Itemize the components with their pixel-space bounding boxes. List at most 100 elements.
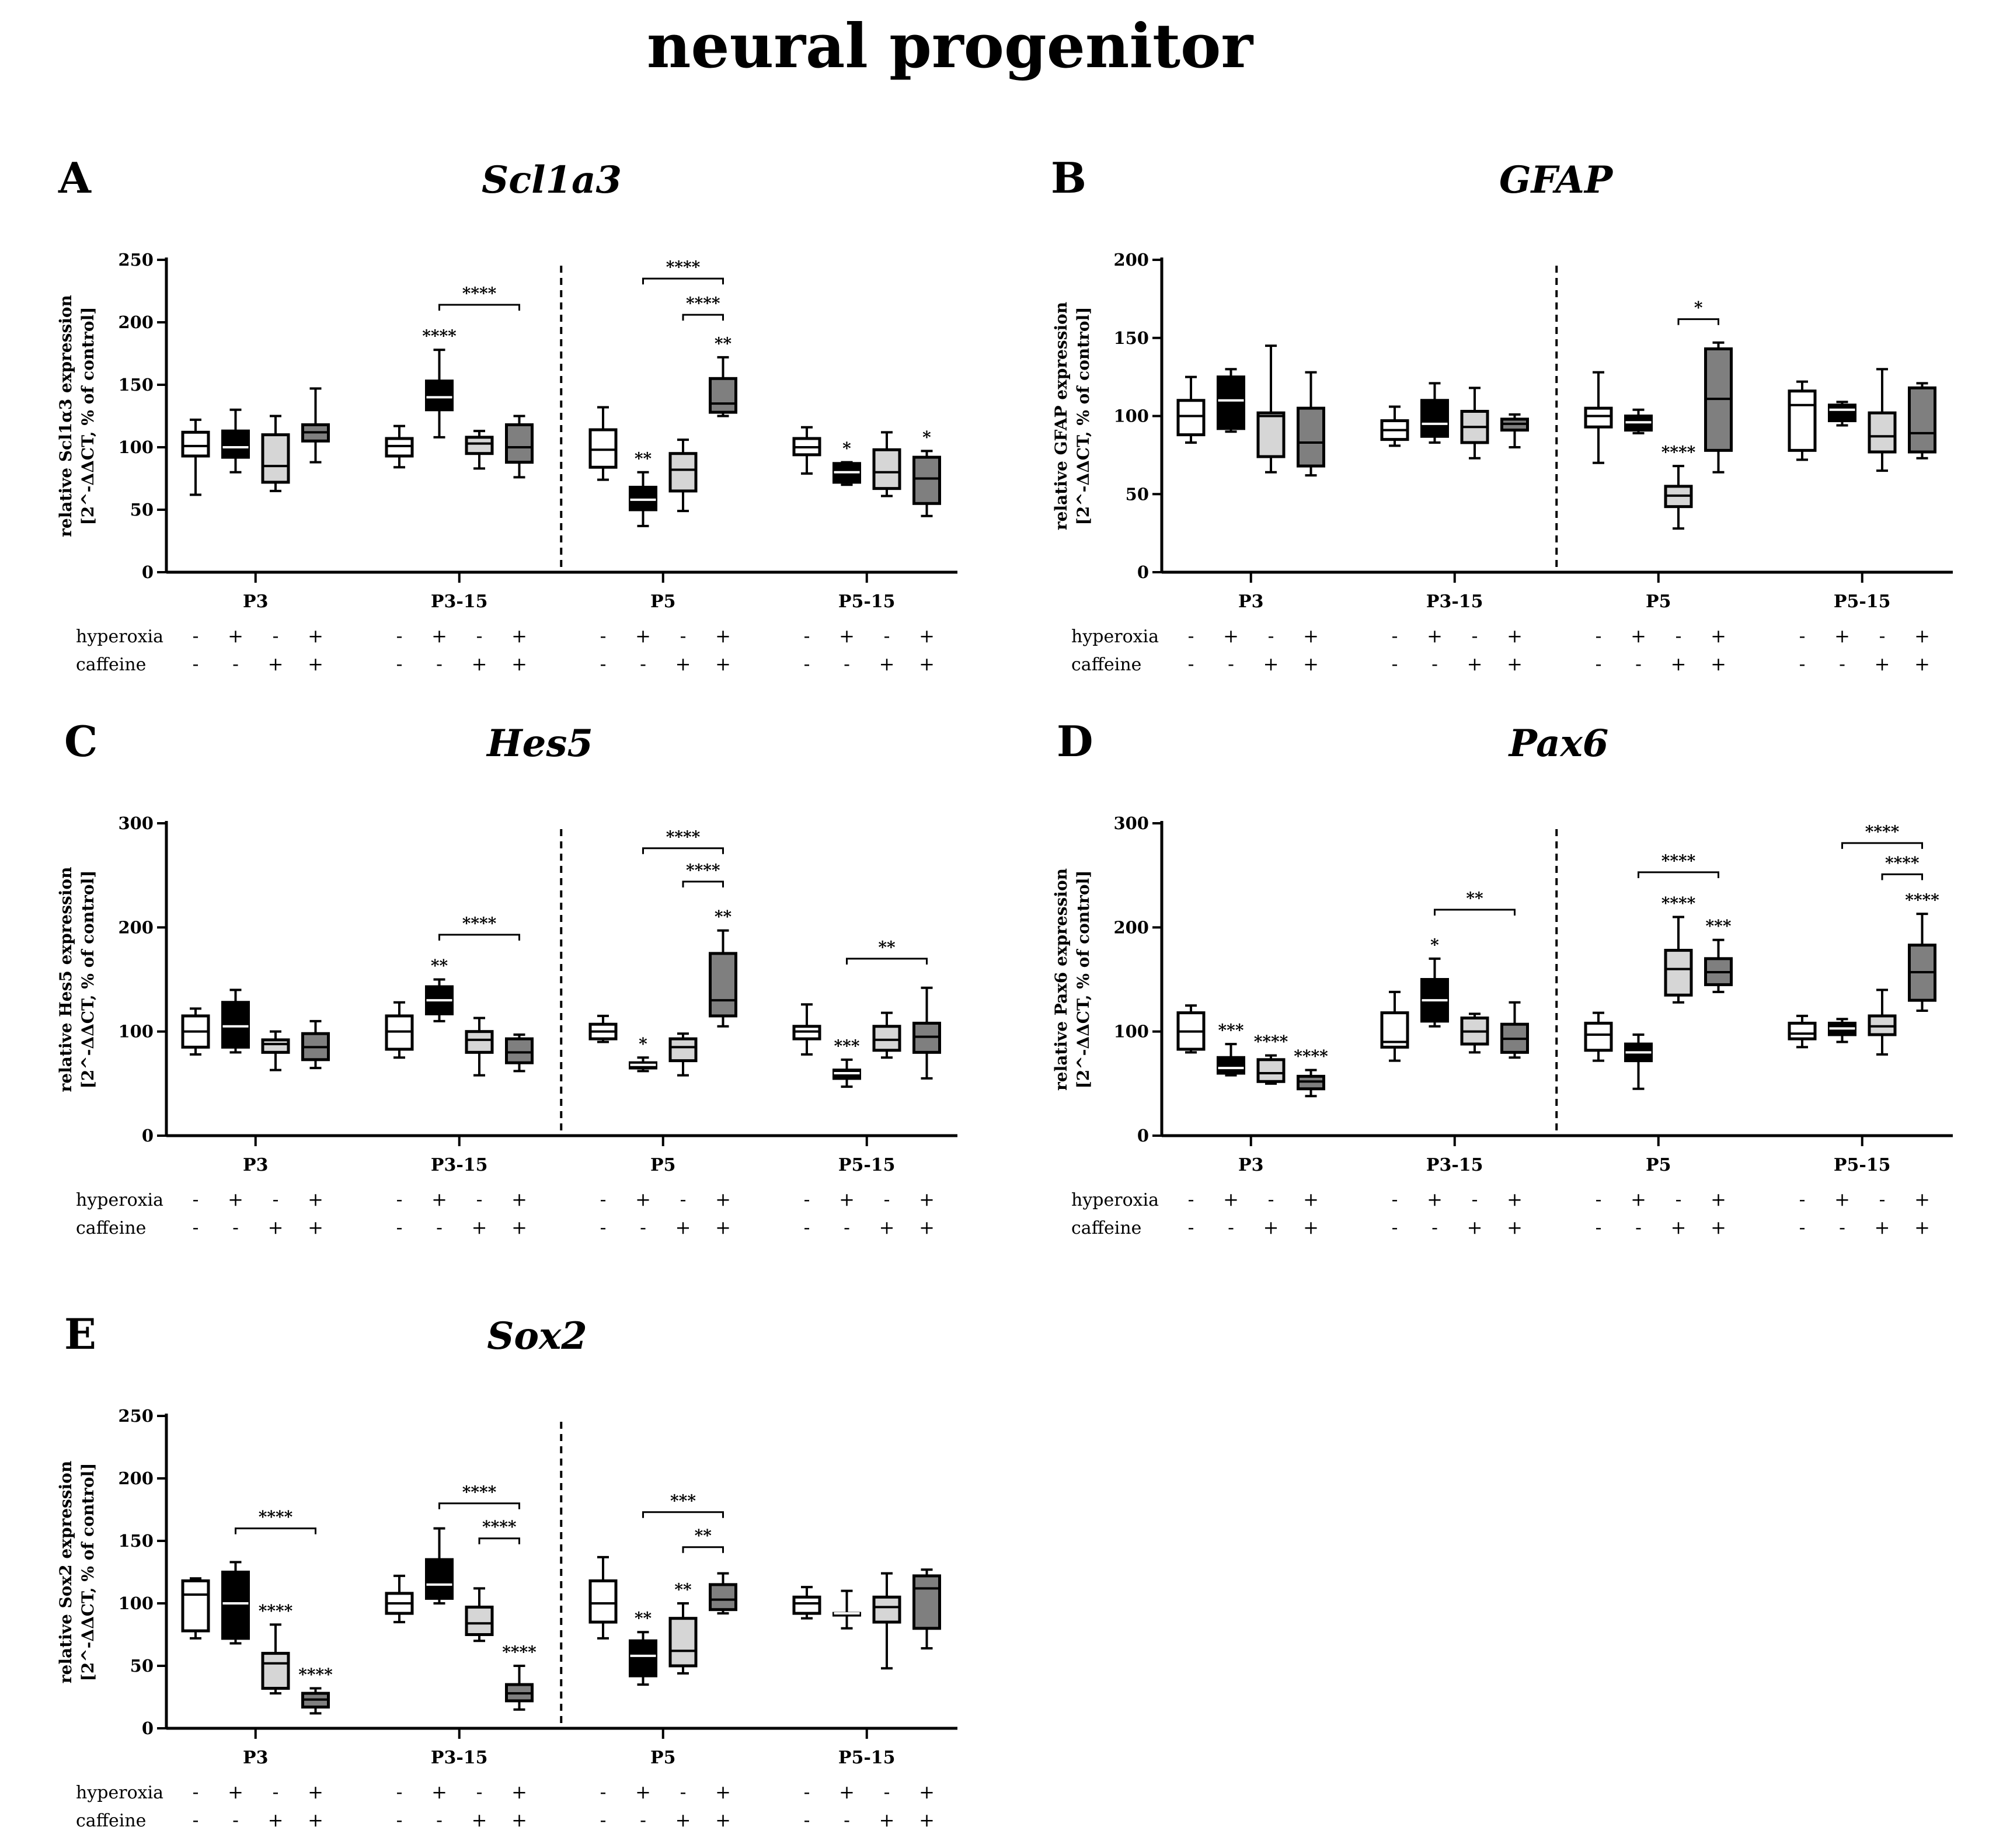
box-body <box>668 452 698 493</box>
box-plot <box>1256 1054 1286 1085</box>
hyperoxia-sign: - <box>1472 1188 1478 1210</box>
caffeine-sign: + <box>1875 1216 1890 1238</box>
caffeine-sign: - <box>640 1809 646 1831</box>
box-body <box>1297 406 1325 468</box>
box-plot <box>1868 989 1897 1056</box>
panel-e: E Sox2 relative Sox2 expression [2^-ΔΔCT, %… <box>56 1309 957 1831</box>
caffeine-sign: + <box>472 1216 487 1238</box>
box-plot <box>1788 1014 1817 1049</box>
caffeine-sign: - <box>1228 653 1234 675</box>
caffeine-sign: + <box>1875 653 1890 675</box>
comparison-bracket <box>642 847 724 854</box>
caffeine-sign: - <box>436 653 443 675</box>
box-plot <box>221 408 250 474</box>
hyperoxia-sign: - <box>1676 625 1682 647</box>
caffeine-sign: + <box>308 653 323 675</box>
caffeine-sign: + <box>879 1809 895 1831</box>
caffeine-sign: - <box>232 653 239 675</box>
caffeine-sign: - <box>1635 1216 1642 1238</box>
caffeine-sign: + <box>268 1809 284 1831</box>
box-body <box>505 423 534 464</box>
significance-label: *** <box>1706 917 1732 936</box>
caffeine-sign: - <box>1799 653 1806 675</box>
significance-label: **** <box>502 1642 537 1662</box>
box-body <box>1664 949 1693 997</box>
hyperoxia-sign: + <box>635 625 651 647</box>
caffeine-sign: - <box>232 1216 239 1238</box>
y-axis-label: relative Scl1α3 expression <box>56 295 75 537</box>
box-plot <box>792 1586 821 1620</box>
box-plot <box>1297 371 1325 477</box>
box-plot <box>425 1527 454 1605</box>
significance-label: **** <box>259 1601 293 1620</box>
hyperoxia-sign: + <box>308 1188 323 1210</box>
hyperoxia-sign: + <box>635 1781 651 1803</box>
box-plot <box>1828 401 1856 427</box>
hyperoxia-sign: - <box>1596 625 1602 647</box>
significance-label: *** <box>1218 1021 1244 1040</box>
caffeine-sign: + <box>1711 653 1726 675</box>
group-label: P5 <box>1646 1155 1671 1175</box>
box-plot <box>1380 990 1409 1062</box>
y-tick-label: 50 <box>130 500 154 520</box>
y-tick-label: 300 <box>1113 813 1149 833</box>
hyperoxia-sign: - <box>476 1781 483 1803</box>
caffeine-sign: - <box>844 1216 850 1238</box>
caffeine-sign: - <box>1596 653 1602 675</box>
y-tick-label: 100 <box>118 437 154 457</box>
hyperoxia-sign: + <box>511 625 527 647</box>
box-plot <box>629 471 657 527</box>
caffeine-sign: + <box>511 1216 527 1238</box>
box-plot <box>792 1003 821 1056</box>
caffeine-sign: - <box>1392 653 1398 675</box>
box-plot <box>1624 1033 1653 1090</box>
caffeine-sign: + <box>715 1216 731 1238</box>
caffeine-sign: - <box>193 1216 199 1238</box>
box-body <box>465 1030 494 1054</box>
figure-title: neural progenitor <box>647 10 1254 82</box>
significance-label: ** <box>715 907 732 927</box>
group-label: P3 <box>1238 591 1263 612</box>
hyperoxia-sign: - <box>1879 1188 1886 1210</box>
group-label: P5-15 <box>838 1748 896 1768</box>
box-plot <box>588 1555 618 1640</box>
panel-letter: E <box>64 1309 96 1359</box>
box-body <box>709 377 737 414</box>
panel-letter: A <box>58 153 92 203</box>
caffeine-sign: + <box>1914 1216 1930 1238</box>
group-label: P5 <box>650 591 675 612</box>
box-plot <box>505 1033 534 1073</box>
hyperoxia-sign: + <box>1711 1188 1726 1210</box>
comparison-bracket <box>1677 318 1719 325</box>
y-axis-unit: [2^-ΔΔCT, % of control] <box>1074 871 1093 1089</box>
box-body <box>629 485 657 511</box>
box-plot <box>1828 1018 1856 1043</box>
box-body <box>872 1595 901 1624</box>
caffeine-sign: + <box>1507 1216 1523 1238</box>
caffeine-sign: + <box>675 1216 691 1238</box>
box-plot <box>385 1574 414 1624</box>
box-plot <box>832 1589 861 1630</box>
comparison-bracket <box>478 1537 520 1544</box>
box-body <box>912 455 941 505</box>
box-body <box>1256 411 1286 458</box>
hyperoxia-sign: - <box>1392 625 1398 647</box>
box-body <box>1868 411 1897 454</box>
box-body <box>629 1639 657 1678</box>
significance-label: **** <box>422 326 457 346</box>
panel-b: B GFAP relative GFAP expression [2^-ΔΔCT, %… <box>1051 153 1953 675</box>
caffeine-sign: + <box>268 1216 284 1238</box>
panel-a: A Scl1a3 relative Scl1α3 expression [2^-ΔΔC… <box>56 153 957 675</box>
box-plot <box>629 1056 657 1073</box>
hyperoxia-sign: + <box>1914 625 1930 647</box>
comparison-bracket <box>438 304 520 311</box>
y-tick-label: 50 <box>130 1656 154 1676</box>
y-tick-label: 200 <box>1113 917 1149 937</box>
bracket-label: **** <box>1865 822 1900 841</box>
legend-caffeine: caffeine <box>1071 1218 1141 1238</box>
box-body <box>425 1558 454 1600</box>
y-tick-label: 200 <box>118 917 154 937</box>
hyperoxia-sign: - <box>193 625 199 647</box>
comparison-bracket <box>438 934 520 941</box>
legend-hyperoxia: hyperoxia <box>1071 627 1159 647</box>
